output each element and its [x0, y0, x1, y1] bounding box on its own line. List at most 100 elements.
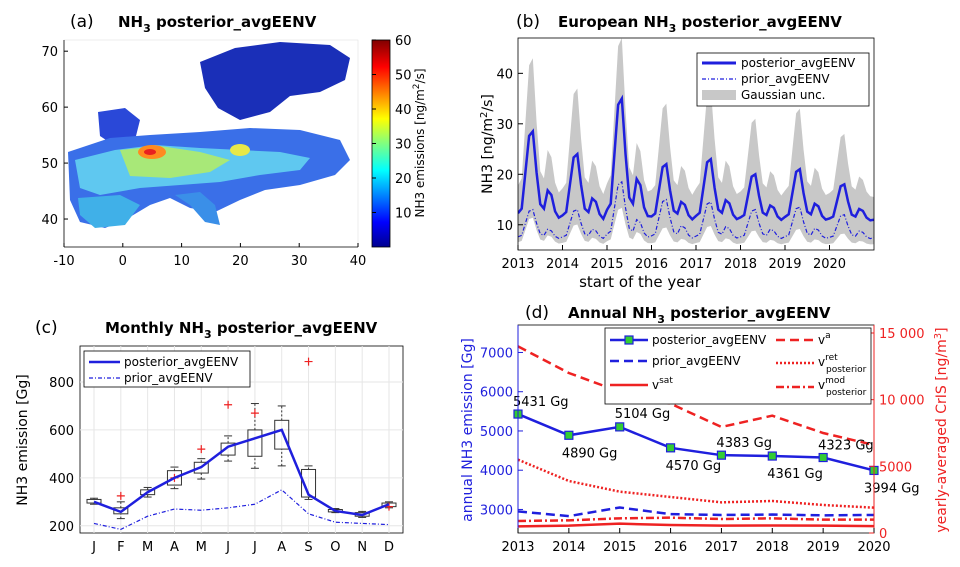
- x-tick-label: O: [330, 540, 340, 555]
- colorbar-tick-label: 20: [395, 172, 412, 187]
- x-tick-label: 2020: [813, 257, 846, 272]
- y-right-tick-label: 15 000: [879, 327, 925, 342]
- series-posterior-avgeenv: [517, 412, 875, 472]
- y-left-tick-label: 5000: [480, 425, 513, 440]
- outlier-marker: [250, 409, 259, 418]
- y-tick-label: 40: [496, 67, 513, 82]
- legend-d-posterior: posterior_avgEENV: [652, 333, 767, 347]
- emission-map: [63, 39, 359, 248]
- x-tick-label: N: [357, 540, 367, 555]
- gaussian-band: [518, 38, 874, 245]
- secondary-hotspot: [230, 144, 250, 156]
- panel-d-xlabel: year: [680, 563, 711, 567]
- outlier-marker: [304, 357, 313, 366]
- colorbar-tick-label: 30: [395, 138, 412, 153]
- x-tick-label: 2018: [724, 257, 757, 272]
- legend-b-gaussian: Gaussian unc.: [741, 88, 826, 102]
- panel-c-letter: (c): [35, 318, 58, 338]
- x-tick-label: 40: [350, 254, 367, 269]
- y-tick-label: 400: [49, 472, 74, 487]
- colorbar-tick-label: 40: [395, 103, 412, 118]
- y-right-tick-label: 0: [879, 527, 887, 542]
- panel-d-title: Annual NH3 posterior_avgEENV: [568, 304, 831, 326]
- x-tick-label: 2015: [590, 257, 623, 272]
- y-tick-label: 50: [41, 157, 58, 172]
- series-v-sat: [517, 522, 875, 528]
- y-tick-label: 60: [41, 101, 58, 116]
- y-left-tick-label: 3000: [480, 503, 513, 518]
- panel-d-ylabel-left: annual NH3 emission [Gg]: [460, 338, 476, 522]
- british-isles-region: [98, 108, 140, 146]
- y-tick-label: 70: [41, 45, 58, 60]
- x-tick-label: 2015: [603, 540, 636, 555]
- outlier-marker: [197, 445, 206, 454]
- colorbar-label: NH3 emissions [ng/m2/s]: [412, 68, 427, 217]
- panel-c: (c) Monthly NH3 posterior_avgEENV J F M A M J…: [15, 318, 404, 555]
- posterior-marker: [564, 430, 574, 440]
- panel-c-ylabel: NH3 emission [Gg]: [15, 374, 31, 506]
- point-label: 4383 Gg: [716, 436, 772, 451]
- prior-line: [93, 489, 390, 531]
- y-tick-label: 600: [49, 424, 74, 439]
- posterior-marker: [818, 452, 828, 463]
- y-tick-label: 10: [496, 219, 513, 234]
- x-tick-label: 20: [232, 254, 249, 269]
- x-tick-label: 10: [173, 254, 190, 269]
- legend-d-vmod: vmod posterior: [818, 376, 867, 398]
- point-label: 4361 Gg: [767, 467, 823, 482]
- iberia-region: [78, 195, 140, 228]
- panel-d: (d) Annual NH3 posterior_avgEENV 5431 Gg…: [460, 303, 950, 567]
- point-label: 4570 Gg: [666, 459, 722, 474]
- x-tick-label: A: [170, 540, 179, 555]
- point-label: 5431 Gg: [513, 395, 569, 410]
- point-label: 4323 Gg: [818, 439, 874, 454]
- point-label: 5104 Gg: [615, 407, 671, 422]
- x-tick-label: 2017: [705, 540, 738, 555]
- italy-region: [175, 192, 220, 225]
- series-prior-avgeenv: [517, 506, 875, 518]
- x-tick-label: A: [277, 540, 286, 555]
- panel-a-letter: (a): [70, 12, 94, 32]
- panel-a-title: NH3 posterior_avgEENV: [118, 13, 317, 35]
- point-label: 3994 Gg: [864, 481, 920, 496]
- hotspot-center: [144, 149, 156, 155]
- x-tick-label: 2016: [654, 540, 687, 555]
- x-tick-label: 2013: [501, 540, 534, 555]
- legend-b-posterior: posterior_avgEENV: [741, 56, 856, 70]
- x-tick-label: 30: [291, 254, 308, 269]
- y-tick-label: 20: [496, 168, 513, 183]
- box: [140, 489, 156, 496]
- x-tick-label: J: [225, 540, 230, 555]
- series-v-mod-posterior: [517, 516, 874, 523]
- y-tick-label: 800: [49, 376, 74, 391]
- colorbar-tick-label: 10: [395, 207, 412, 222]
- posterior-marker: [716, 450, 727, 460]
- x-tick-label: F: [117, 540, 124, 555]
- legend-c-posterior: posterior_avgEENV: [124, 355, 239, 369]
- legend-d-vret: vret posterior: [818, 353, 867, 375]
- x-tick-label: 2019: [768, 257, 801, 272]
- y-tick-label: 40: [41, 213, 58, 228]
- posterior-line: [518, 94, 874, 222]
- panel-a: (a) NH3 posterior_avgEENV -10 0 10 20 30 40 4…: [41, 12, 427, 269]
- scandinavia-region: [200, 42, 350, 120]
- panel-d-letter: (d): [525, 303, 549, 323]
- posterior-marker: [665, 443, 676, 453]
- legend-d-prior: prior_avgEENV: [652, 354, 741, 368]
- x-tick-label: 2019: [807, 540, 840, 555]
- x-tick-label: M: [142, 540, 153, 555]
- outlier-marker: [224, 400, 233, 409]
- y-left-tick-label: 7000: [480, 346, 513, 361]
- panel-b-title: European NH3 posterior_avgEENV: [558, 13, 842, 35]
- x-tick-label: J: [252, 540, 257, 555]
- panel-b: (b) European NH3 posterior_avgEENV 2013 2…: [479, 12, 875, 291]
- x-tick-label: 2020: [857, 540, 890, 555]
- legend-d-vsat: vsat: [652, 376, 673, 392]
- box: [113, 507, 129, 515]
- box: [247, 429, 263, 457]
- prior-line: [518, 180, 874, 240]
- x-tick-label: 2016: [635, 257, 668, 272]
- legend-b-prior: prior_avgEENV: [741, 72, 830, 86]
- box: [274, 419, 290, 450]
